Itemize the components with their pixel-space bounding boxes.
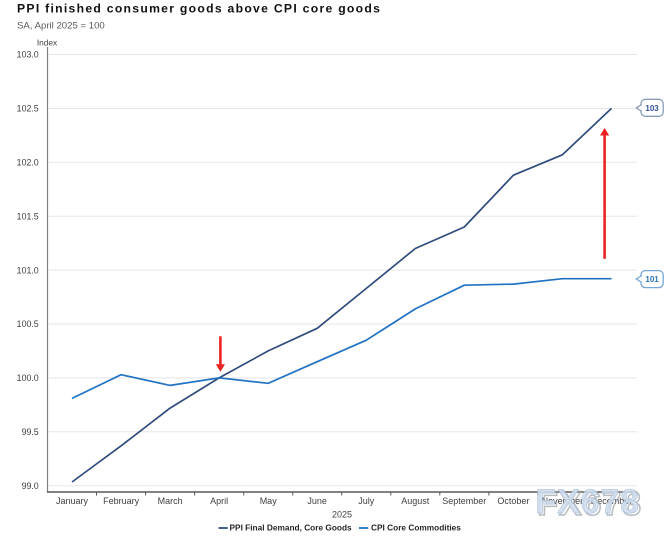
svg-text:FX678: FX678	[535, 483, 640, 521]
svg-text:June: June	[307, 496, 327, 506]
svg-text:August: August	[401, 496, 430, 506]
svg-text:November: November	[542, 496, 584, 506]
svg-text:July: July	[358, 496, 375, 506]
svg-text:December: December	[591, 496, 633, 506]
svg-text:101.0: 101.0	[17, 265, 39, 275]
svg-text:FX678: FX678	[537, 485, 642, 523]
svg-text:PPI finished consumer goods ab: PPI finished consumer goods above CPI co…	[17, 2, 381, 16]
svg-text:99.0: 99.0	[22, 481, 39, 491]
svg-text:99.5: 99.5	[22, 427, 39, 437]
svg-text:May: May	[260, 496, 278, 506]
svg-text:February: February	[103, 496, 140, 506]
svg-text:103.0: 103.0	[17, 50, 39, 60]
svg-text:September: September	[442, 496, 486, 506]
svg-text:102.5: 102.5	[17, 104, 39, 114]
svg-text:SA, April 2025 = 100: SA, April 2025 = 100	[17, 21, 105, 32]
svg-text:101.5: 101.5	[17, 211, 39, 221]
svg-text:March: March	[158, 496, 183, 506]
svg-text:January: January	[56, 496, 89, 506]
svg-text:2025: 2025	[332, 510, 352, 520]
svg-text:PPI Final Demand, Core Goods: PPI Final Demand, Core Goods	[230, 523, 353, 533]
svg-text:101: 101	[645, 275, 659, 284]
svg-text:April: April	[210, 496, 228, 506]
svg-text:102.0: 102.0	[17, 158, 39, 168]
svg-text:CPI Core Commodities: CPI Core Commodities	[371, 523, 461, 533]
svg-text:103: 103	[645, 104, 659, 113]
svg-text:October: October	[497, 496, 529, 506]
svg-text:100.0: 100.0	[17, 373, 39, 383]
svg-text:Index: Index	[37, 38, 58, 48]
svg-text:100.5: 100.5	[17, 319, 39, 329]
